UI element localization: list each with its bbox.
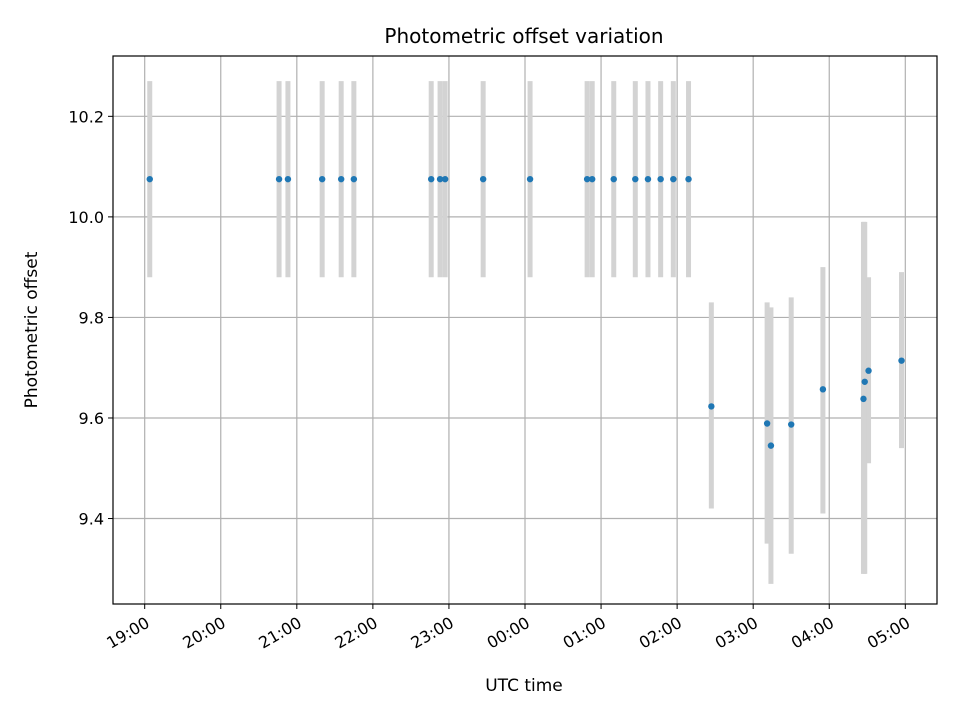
y-tick-label: 10.2 [68, 107, 104, 126]
data-point [861, 378, 868, 385]
data-point [318, 175, 326, 183]
data-point [526, 175, 534, 183]
chart-title: Photometric offset variation [384, 24, 663, 48]
data-point [275, 175, 283, 183]
data-point [436, 175, 444, 183]
x-tick-label: 20:00 [179, 613, 228, 653]
data-point [632, 175, 639, 183]
x-tick-label: 03:00 [712, 613, 761, 653]
x-axis: 19:00 20:00 21:00 22:00 23:00 00:00 01:00 02:00… [103, 604, 913, 653]
errorbar-layer [147, 81, 905, 584]
data-point [610, 175, 617, 183]
x-tick-label: 21:00 [255, 613, 304, 653]
data-point [441, 175, 449, 183]
data-point [657, 175, 664, 183]
y-tick-label: 9.6 [79, 409, 104, 428]
data-point [819, 386, 827, 393]
data-point [588, 175, 596, 183]
data-point [146, 175, 153, 183]
x-tick-label: 04:00 [788, 613, 837, 653]
y-tick-label: 9.4 [79, 510, 104, 529]
data-point [767, 442, 775, 449]
data-point [350, 175, 358, 183]
data-point [685, 175, 692, 183]
data-point [898, 357, 905, 364]
grid-layer [113, 56, 937, 604]
x-tick-label: 01:00 [560, 613, 609, 653]
y-axis: 9.4 9.6 9.8 10.0 10.2 [68, 107, 113, 529]
x-tick-label: 23:00 [408, 613, 457, 653]
data-point [479, 175, 487, 183]
y-tick-label: 10.0 [68, 208, 104, 227]
data-point [708, 403, 715, 410]
y-tick-label: 9.8 [79, 308, 104, 327]
data-point [860, 395, 867, 403]
x-axis-label: UTC time [485, 676, 563, 696]
data-point [865, 367, 872, 374]
data-point [788, 421, 795, 428]
x-tick-label: 02:00 [636, 613, 685, 653]
x-tick-label: 19:00 [103, 613, 152, 653]
point-layer [146, 175, 905, 449]
data-point [284, 175, 292, 183]
data-point [337, 175, 345, 183]
data-point [670, 175, 677, 183]
data-point [763, 420, 771, 427]
data-point [644, 175, 652, 183]
x-tick-label: 22:00 [331, 613, 380, 653]
x-tick-label: 00:00 [484, 613, 533, 653]
data-point [583, 175, 591, 183]
x-tick-label: 05:00 [864, 613, 913, 653]
data-point [427, 175, 435, 183]
y-axis-label: Photometric offset [22, 251, 42, 408]
